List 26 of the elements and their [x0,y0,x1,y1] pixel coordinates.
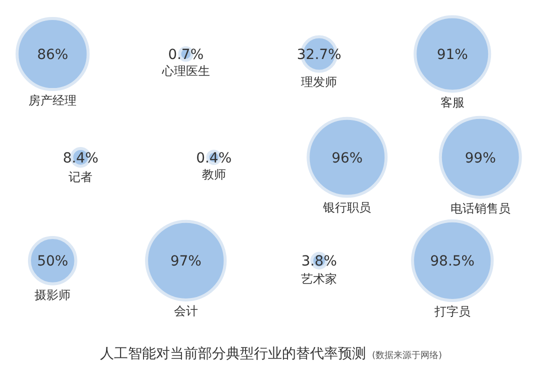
data-label: 8.4% [62,150,98,166]
text: 人工智能对当前部分典型行业的替代率预测 [100,346,366,362]
category-label: 电话销售员 [450,201,510,216]
category-label: 摄影师 [34,288,71,302]
category-label: 心理医生 [160,64,210,78]
category-label: 房产经理 [28,94,77,108]
data-label: 98.5% [430,254,475,270]
data-label: 3.8% [301,254,337,270]
data-label: 99% [464,150,496,166]
category-label: 打字员 [433,304,470,318]
data-label: 96% [332,150,363,166]
category-label: 理发师 [301,75,338,90]
data-label: 97% [170,254,202,270]
data-label: 32.7% [296,47,342,63]
category-label: 客服 [440,95,464,110]
data-label: 86% [37,47,68,63]
category-label: 记者 [68,170,93,184]
data-label: 50% [37,254,68,270]
text: (数据来源于网络) [372,350,442,361]
data-label: 0.4% [196,150,232,166]
data-label: 0.7% [168,47,204,63]
data-label: 91% [436,47,468,63]
category-label: 银行职员 [322,200,372,214]
category-label: 艺术家 [301,272,338,286]
category-label: 教师 [202,167,226,182]
category-label: 会计 [174,304,198,318]
